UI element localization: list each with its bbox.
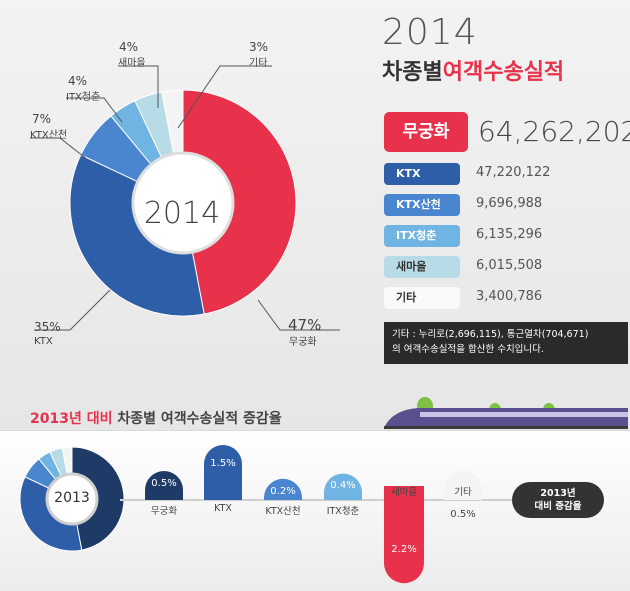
bar-category-label: KTX [214, 503, 232, 514]
leader-line [30, 137, 89, 161]
bar-value-label: 0.2% [270, 486, 296, 497]
bar-value-label: 0.4% [330, 480, 356, 491]
bar-category-label: 무궁화 [150, 506, 178, 517]
note-box: 기타 : 누리로(2,696,115), 통근열차(704,671) 의 여객수… [384, 322, 628, 364]
donut-2013 [19, 446, 125, 552]
subtitle-highlight: 여객수송실적 [442, 60, 565, 85]
legend-label: 기타 [384, 287, 460, 309]
change-bars [120, 445, 512, 584]
slice-label: 47% [288, 316, 321, 334]
bar-value-label: 0.5% [450, 509, 476, 520]
slice-label: 35% [34, 320, 61, 334]
donut-2014 [69, 89, 297, 317]
compare-badge-line: 대비 증감율 [534, 501, 582, 512]
legend-row: KTX산천 9,696,988 [384, 193, 542, 216]
note-line: 의 여객수송실적을 합산한 수치입니다. [392, 344, 544, 355]
leader-line [34, 289, 111, 331]
section-title: 2013년 대비 차종별 여객수송실적 증감율 [30, 408, 282, 428]
legend-value: 3,400,786 [476, 289, 543, 304]
donut-hole [131, 151, 235, 255]
slice-pct: 7% [32, 112, 52, 126]
legend-row: KTX 47,220,122 [384, 162, 550, 185]
train-illustration [384, 397, 628, 429]
slice-name: 기타 [249, 58, 268, 69]
legend-label: ITX청춘 [384, 225, 460, 247]
slice-pct: 3% [249, 40, 269, 54]
leader-line [66, 97, 123, 123]
legend-row: 기타 3,400,786 [384, 286, 542, 309]
slice-pct: 4% [119, 40, 139, 54]
label-leader-lines [30, 65, 340, 331]
header-year: 2014 [382, 12, 478, 53]
legend-row: ITX청춘 6,135,296 [384, 224, 542, 247]
legend-value: 47,220,122 [476, 165, 551, 180]
header-subtitle: 차종별여객수송실적 [382, 54, 564, 86]
slice-label: 4% [68, 74, 87, 88]
section-title-highlight: 2013년 대비 [30, 411, 113, 427]
slice-pct: 4% [68, 74, 88, 88]
slice-name: KTX [34, 336, 53, 347]
slice-label: 4% [119, 40, 138, 54]
donut-center-year: 2014 [143, 196, 221, 231]
subtitle-prefix: 차종별 [382, 60, 443, 85]
bar-category-label: KTX산천 [265, 506, 301, 517]
change-bar [264, 478, 302, 500]
slice-name: 무궁화 [289, 337, 317, 348]
leader-line [118, 65, 159, 108]
change-bar [324, 473, 362, 500]
bar-value-label: 1.5% [210, 458, 236, 469]
leader-line [257, 299, 340, 331]
legend-value: 6,135,296 [476, 227, 543, 242]
leader-line [177, 65, 272, 129]
note-line: 기타 : 누리로(2,696,115), 통근열차(704,671) [392, 329, 589, 340]
bar-category-label: ITX청춘 [326, 506, 360, 517]
bar-value-label: 2.2% [391, 544, 417, 555]
bar-category-label: 기타 [454, 487, 472, 498]
legend-main-value: 64,262,202 [478, 115, 630, 148]
legend-row: 새마을 6,015,508 [384, 255, 542, 278]
change-bar [444, 471, 482, 500]
legend-main-label: 무궁화 [384, 112, 468, 152]
slice-pct: 35% [34, 320, 61, 334]
bar-value-label: 0.5% [151, 478, 177, 489]
legend-label: 새마을 [384, 256, 460, 278]
compare-badge-line: 2013년 [540, 488, 576, 499]
legend-label: KTX [384, 163, 460, 185]
compare-badge: 2013년 대비 증감율 [512, 482, 604, 518]
slice-pct: 47% [288, 316, 322, 334]
slice-label: 7% [32, 112, 51, 126]
slice-label: 3% [249, 40, 268, 54]
change-bar [204, 445, 242, 500]
change-bar [384, 486, 424, 584]
slice-name: 새마을 [118, 58, 146, 69]
bar-category-label: 새마을 [390, 487, 418, 498]
slice-name: KTX산천 [30, 130, 68, 141]
slice-name: ITX청춘 [66, 92, 101, 103]
change-bar [145, 471, 183, 500]
section-title-rest: 차종별 여객수송실적 증감율 [117, 411, 282, 427]
legend-value: 6,015,508 [476, 258, 543, 273]
small-donut-center: 2013 [54, 490, 90, 506]
donut-hole [45, 472, 99, 526]
legend-value: 9,696,988 [476, 196, 543, 211]
legend-label: KTX산천 [384, 194, 460, 216]
